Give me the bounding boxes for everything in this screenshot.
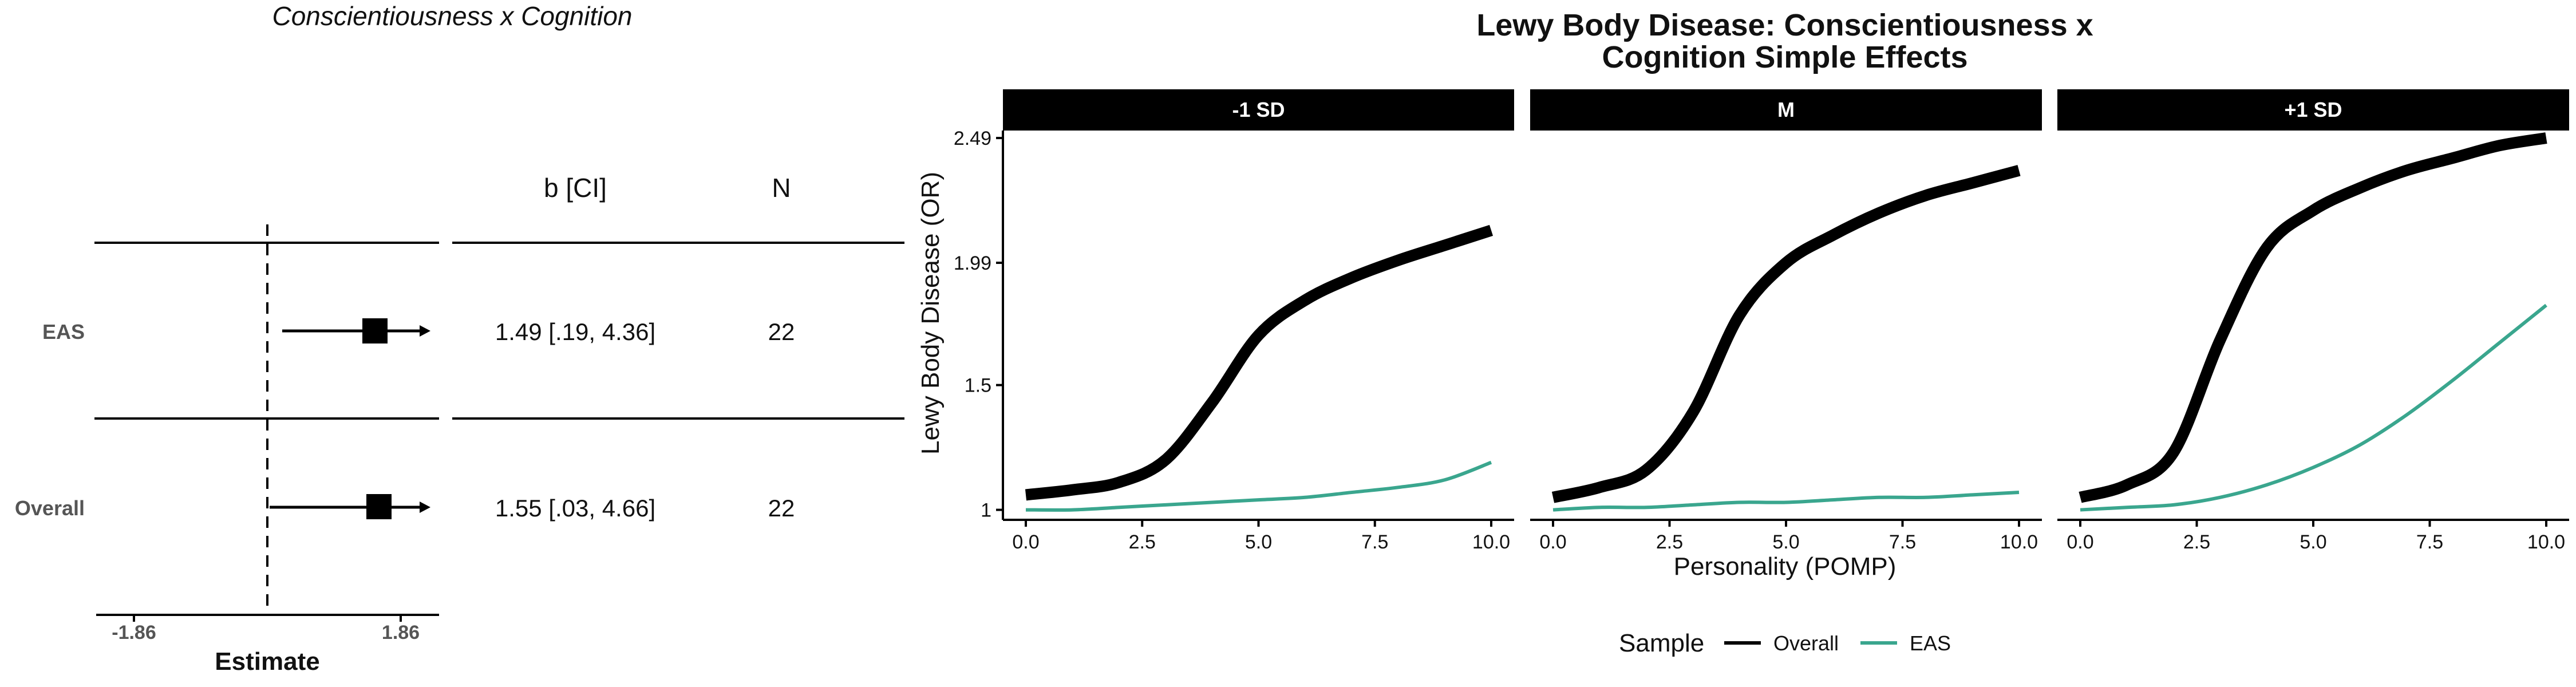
effects-title-line2: Cognition Simple Effects: [1602, 40, 1967, 74]
forest-x-axis-label: Estimate: [215, 647, 319, 676]
n-text-eas: 22: [768, 318, 795, 345]
y-tick-label: 1: [981, 500, 991, 522]
col-header-b-ci: b [CI]: [544, 173, 607, 203]
n-text-overall: 22: [768, 495, 795, 522]
effects-y-axis-label: Lewy Body Disease (OR): [916, 172, 945, 455]
facet-strip: [1530, 89, 2042, 131]
effects-title-line1: Lewy Body Disease: Conscientiousness x: [1476, 8, 2093, 42]
col-header-n: N: [772, 173, 791, 203]
x-tick-label: 10.0: [2000, 531, 2038, 553]
facet-strip-label: M: [1777, 98, 1795, 121]
series-line-overall: [1551, 165, 2021, 503]
x-tick-label: 2.5: [2183, 531, 2210, 553]
ci-text-eas: 1.49 [.19, 4.36]: [495, 318, 655, 345]
series-line-overall: [1025, 224, 1494, 501]
x-tick-label: 2.5: [1656, 531, 1683, 553]
row-label-overall: Overall: [15, 496, 85, 520]
x-tick-label: 5.0: [1772, 531, 1799, 553]
x-tick-label: 2.5: [1129, 531, 1156, 553]
forest-x-tick-label: -1.86: [112, 622, 156, 643]
x-tick-label: 5.0: [1245, 531, 1272, 553]
x-tick-label: 0.0: [1539, 531, 1566, 553]
x-tick-label: 0.0: [2067, 531, 2093, 553]
x-tick-label: 10.0: [1472, 531, 1510, 553]
series-line-overall: [2079, 132, 2547, 503]
y-tick-label: 1.5: [965, 375, 991, 397]
x-tick-label: 7.5: [1361, 531, 1388, 553]
estimate-marker-overall: [366, 494, 392, 519]
ci-arrow-eas: [420, 325, 430, 337]
x-tick-label: 7.5: [1889, 531, 1916, 553]
x-tick-label: 7.5: [2416, 531, 2443, 553]
ci-text-overall: 1.55 [.03, 4.66]: [495, 495, 655, 522]
y-tick-label: 1.99: [954, 252, 991, 274]
x-tick-label: 10.0: [2527, 531, 2565, 553]
series-line-eas: [2080, 303, 2547, 512]
forest-title: Conscientiousness x Cognition: [272, 1, 632, 31]
series-line-eas: [1025, 460, 1492, 512]
forest-x-tick-label: 1.86: [382, 622, 420, 643]
ci-arrow-overall: [420, 502, 430, 513]
legend-label-overall: Overall: [1773, 631, 1839, 655]
row-label-eas: EAS: [42, 320, 85, 344]
legend-title: Sample: [1619, 629, 1704, 657]
facet-strip: [2057, 89, 2569, 131]
effects-x-axis-label: Personality (POMP): [1674, 552, 1897, 581]
x-tick-label: 5.0: [2300, 531, 2326, 553]
estimate-marker-eas: [362, 318, 388, 344]
facet-strip-label: -1 SD: [1232, 98, 1285, 121]
x-tick-label: 0.0: [1012, 531, 1039, 553]
facet-strip-label: +1 SD: [2284, 98, 2342, 121]
y-tick-label: 2.49: [954, 128, 991, 149]
effects-panels: -1 SD 1 1.5 1.99 2.49 0.0 2.5 5.0 7.5 10.0 M 0.0 2.5…: [954, 89, 2569, 553]
legend-label-eas: EAS: [1910, 631, 1951, 655]
facet-strip: [1003, 89, 1514, 131]
series-line-eas: [1552, 491, 2020, 512]
